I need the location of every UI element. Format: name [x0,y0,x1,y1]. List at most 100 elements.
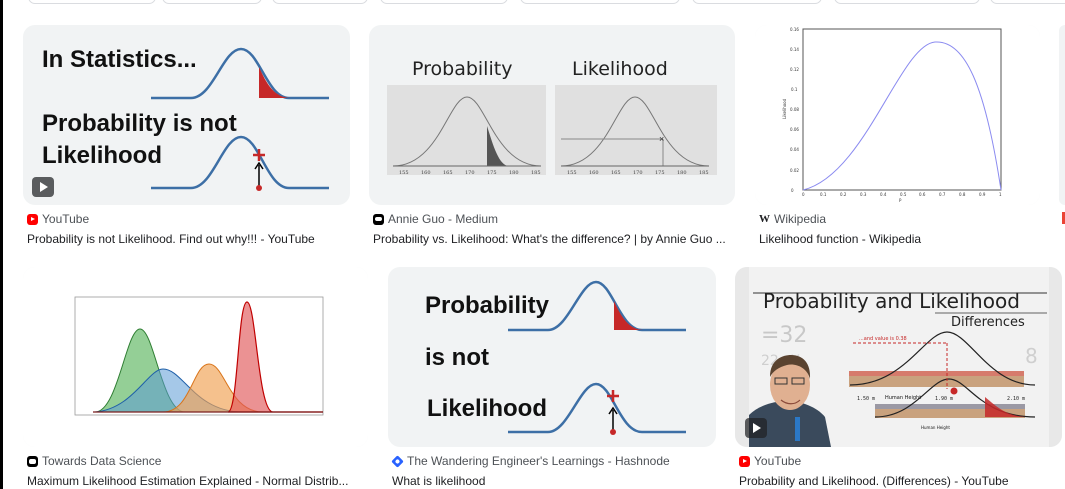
next-result-source-peek [1062,212,1065,224]
thumb-text: In Statistics... [42,46,197,73]
wikipedia-icon: W [759,212,770,225]
result-source[interactable]: The Wandering Engineer's Learnings - Has… [391,454,670,468]
thumbnail-graphic: × Probability Likelihood 155 160 165 170… [387,58,717,176]
thumb-subtitle: Differences [951,315,1025,330]
thumb-text: Likelihood [42,142,162,169]
filter-chip[interactable] [520,0,680,4]
result-source[interactable]: Annie Guo - Medium [373,212,498,226]
result-source[interactable]: YouTube [739,454,801,468]
play-icon [745,418,767,438]
result-title[interactable]: What is likelihood [392,474,486,488]
result-thumbnail[interactable]: =32 22+X 8 Probability and Likelihood Di… [735,267,1062,447]
svg-text:Likelihood: Likelihood [782,98,787,119]
image-result-card[interactable]: × Probability Likelihood 155 160 165 170… [369,25,735,255]
result-title[interactable]: Probability is not Likelihood. Find out … [27,232,315,246]
source-label: The Wandering Engineer's Learnings - Has… [407,454,670,468]
thumbnail-graphic [23,267,368,447]
svg-text:180: 180 [509,170,519,176]
svg-text:185: 185 [699,170,709,176]
svg-text:0.6: 0.6 [919,192,926,197]
image-result-card[interactable]: 0 0.02 0.04 0.06 0.08 0.1 0.12 0.14 0.16… [755,25,1040,255]
image-result-card[interactable]: Towards Data Science Maximum Likelihood … [23,267,368,489]
svg-text:0.06: 0.06 [790,127,799,132]
left-edge-line [0,0,3,489]
svg-text:0: 0 [791,188,794,193]
result-thumbnail[interactable]: × Probability Likelihood 155 160 165 170… [369,25,735,205]
towards-data-science-icon [27,455,38,467]
filter-chip[interactable] [990,0,1065,4]
svg-text:1.90 m: 1.90 m [935,396,953,402]
filter-chip[interactable] [162,0,262,4]
svg-text:×: × [659,134,664,144]
svg-text:170: 170 [633,170,643,176]
image-result-card[interactable]: Probability is not Likelihood The Wander… [388,267,716,489]
filter-chip[interactable] [380,0,508,4]
svg-text:0.08: 0.08 [790,107,799,112]
svg-text:1: 1 [999,192,1002,197]
result-source[interactable]: Towards Data Science [27,454,161,468]
next-result-peek[interactable] [1059,25,1065,205]
result-source[interactable]: YouTube [27,212,89,226]
svg-text:175: 175 [655,170,665,176]
svg-text:0: 0 [802,192,805,197]
svg-text:2.10 m: 2.10 m [1007,396,1025,402]
svg-text:160: 160 [421,170,431,176]
filter-chip[interactable] [28,0,156,4]
filter-chip[interactable] [834,0,980,4]
result-thumbnail[interactable]: Probability is not Likelihood [388,267,716,447]
thumbnail-graphic: =32 22+X 8 Probability and Likelihood Di… [735,267,1062,447]
filter-chip[interactable] [272,0,368,4]
svg-text:170: 170 [465,170,475,176]
svg-text:0.2: 0.2 [840,192,847,197]
svg-text:0.7: 0.7 [939,192,946,197]
svg-text:0.16: 0.16 [790,27,799,32]
svg-text:185: 185 [531,170,541,176]
thumb-text: Probability [412,58,512,80]
result-title[interactable]: Probability and Likelihood. (Differences… [739,474,1009,488]
source-label: YouTube [754,454,802,468]
youtube-icon [27,213,38,225]
source-label: Annie Guo - Medium [388,212,499,226]
result-title[interactable]: Likelihood function - Wikipedia [759,232,922,246]
svg-text:155: 155 [399,170,409,176]
result-source[interactable]: W Wikipedia [759,212,826,226]
svg-text:P: P [899,198,902,203]
thumbnail-graphic: In Statistics... Probability is not Like… [42,46,329,191]
svg-text:0.4: 0.4 [880,192,887,197]
thumbnail-graphic: Probability is not Likelihood [425,280,686,435]
svg-text:165: 165 [611,170,621,176]
youtube-icon [739,455,750,467]
result-thumbnail[interactable]: In Statistics... Probability is not Like… [23,25,350,205]
filter-chip[interactable] [692,0,822,4]
svg-text:8: 8 [1025,344,1038,368]
thumbnail-graphic: 0 0.02 0.04 0.06 0.08 0.1 0.12 0.14 0.16… [755,25,1040,205]
result-title[interactable]: Maximum Likelihood Estimation Explained … [27,474,349,488]
svg-text:165: 165 [443,170,453,176]
svg-text:0.9: 0.9 [979,192,986,197]
presenter-photo [749,355,831,447]
result-thumbnail[interactable]: 0 0.02 0.04 0.06 0.08 0.1 0.12 0.14 0.16… [755,25,1040,205]
result-title[interactable]: Probability vs. Likelihood: What's the d… [373,232,726,246]
svg-text:0.1: 0.1 [820,192,827,197]
image-result-card[interactable]: =32 22+X 8 Probability and Likelihood Di… [735,267,1062,489]
svg-text:0.3: 0.3 [860,192,867,197]
svg-text:160: 160 [589,170,599,176]
svg-text:0.1: 0.1 [791,87,798,92]
svg-text:1.50 m: 1.50 m [857,396,875,402]
source-label: YouTube [42,212,90,226]
svg-text:175: 175 [487,170,497,176]
svg-text:0.5: 0.5 [900,192,907,197]
svg-text:0.14: 0.14 [790,47,799,52]
svg-text:...and value is 0.38: ...and value is 0.38 [859,336,907,342]
svg-text:180: 180 [677,170,687,176]
source-label: Wikipedia [774,212,827,226]
svg-text:0.02: 0.02 [790,168,799,173]
play-icon [32,177,54,197]
medium-icon [373,213,384,225]
svg-text:Human Height: Human Height [921,425,950,430]
image-result-card[interactable]: In Statistics... Probability is not Like… [23,25,350,255]
thumb-title: Probability and Likelihood [763,289,1020,313]
source-label: Towards Data Science [42,454,162,468]
thumb-text: Probability is not [42,110,237,137]
result-thumbnail[interactable] [23,267,368,447]
